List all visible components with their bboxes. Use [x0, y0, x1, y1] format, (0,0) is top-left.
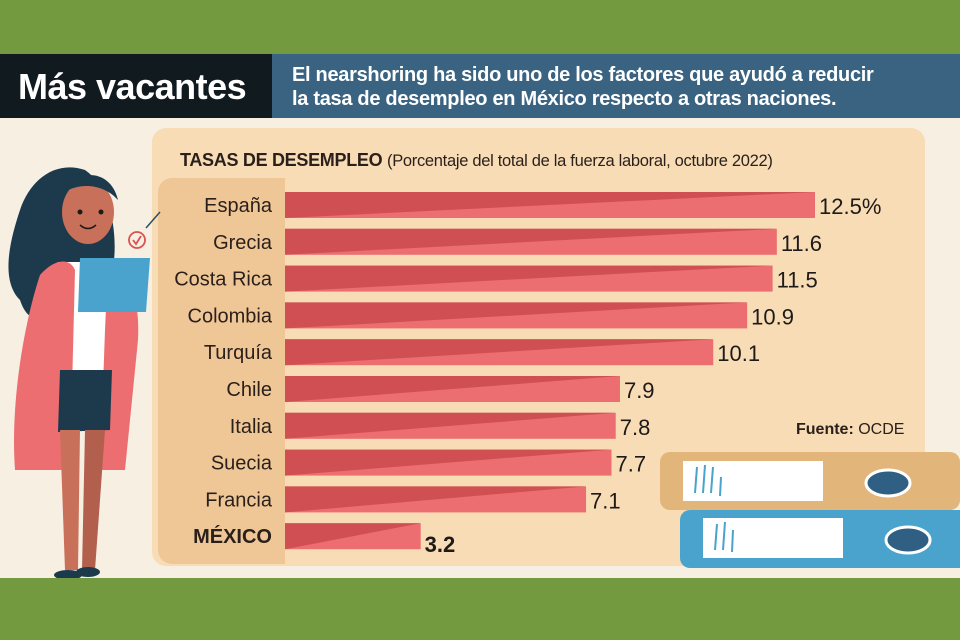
bar-chile — [285, 376, 620, 402]
category-label: Grecia — [213, 232, 273, 254]
bar-shade — [285, 523, 421, 550]
value-label: 3.2 — [425, 532, 456, 557]
bar-turquía — [285, 339, 714, 366]
bottom-band — [0, 578, 960, 640]
source-value: OCDE — [858, 421, 905, 438]
category-label: España — [204, 195, 273, 217]
source-label: Fuente: — [796, 421, 854, 438]
bar-españa — [285, 192, 815, 218]
woman-illustration-icon — [8, 167, 161, 580]
value-label: 7.1 — [590, 488, 621, 513]
bar-colombia — [285, 302, 748, 329]
value-label: 7.8 — [620, 415, 651, 440]
category-label: Francia — [205, 489, 273, 511]
bar-shade — [285, 412, 616, 439]
bar-francia — [285, 486, 587, 513]
value-label: 7.9 — [624, 378, 655, 403]
chart-subtitle: (Porcentaje del total de la fuerza labor… — [387, 152, 773, 170]
value-label: 7.7 — [615, 452, 646, 477]
category-label: Turquía — [204, 342, 273, 364]
category-label: Colombia — [188, 305, 273, 327]
category-label: Costa Rica — [174, 269, 273, 291]
page-title: Más vacantes — [18, 66, 247, 107]
bar-shade — [285, 339, 714, 366]
category-label: Suecia — [211, 453, 273, 475]
bar-grecia — [285, 228, 777, 255]
value-label: 11.6 — [781, 231, 822, 256]
subtitle-line-1: El nearshoring ha sido uno de los factor… — [292, 64, 874, 86]
bar-shade — [285, 302, 748, 329]
value-label: 11.5 — [777, 268, 818, 293]
binders-illustration-icon — [660, 452, 960, 568]
category-label-column — [158, 178, 285, 564]
value-label: 10.1 — [717, 341, 760, 366]
bar-shade — [285, 486, 587, 513]
bar-shade — [285, 449, 612, 476]
subtitle: El nearshoring ha sido uno de los factor… — [292, 63, 874, 111]
top-band — [0, 0, 960, 54]
bar-italia — [285, 412, 616, 439]
subtitle-line-2: la tasa de desempleo en México respecto … — [292, 88, 837, 110]
bar-shade — [285, 228, 777, 255]
title-box: Más vacantes — [0, 54, 272, 118]
source-note: Fuente: OCDE — [796, 421, 904, 439]
category-label: Chile — [226, 379, 272, 401]
value-label: 10.9 — [751, 304, 794, 329]
bar-shade — [285, 192, 815, 218]
bar-méxico — [285, 523, 421, 550]
bar-shade — [285, 265, 773, 292]
value-label: 12.5% — [819, 194, 881, 219]
chart-title-main: TASAS DE DESEMPLEO — [180, 150, 383, 170]
category-label: MÉXICO — [193, 525, 272, 548]
category-label: Italia — [230, 416, 273, 438]
bar-costa-rica — [285, 265, 773, 292]
bar-shade — [285, 376, 620, 402]
chart-title: TASAS DE DESEMPLEO (Porcentaje del total… — [180, 150, 773, 171]
subtitle-box: El nearshoring ha sido uno de los factor… — [272, 54, 960, 118]
bars-group: España 12.5% Grecia 11.6 Costa Rica 11.5 Colom… — [174, 192, 881, 557]
bar-suecia — [285, 449, 612, 476]
